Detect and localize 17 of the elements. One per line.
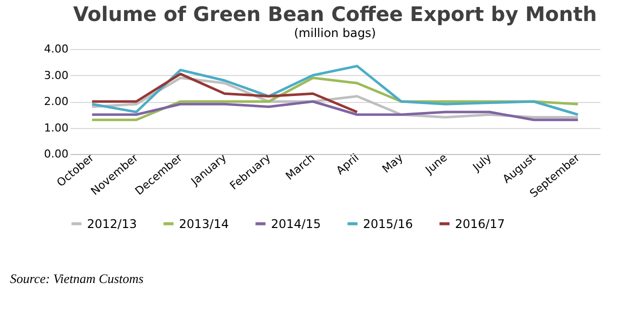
line-series: [90, 100, 580, 122]
y-tick-label: 2.00: [44, 95, 68, 108]
x-tick-label: May: [380, 150, 406, 176]
source-note: Source: Vietnam Customs: [10, 271, 144, 286]
legend-label: 2012/13: [87, 216, 137, 231]
legend-label: 2015/16: [363, 216, 413, 231]
y-tick-label: 4.00: [44, 42, 68, 56]
legend-label: 2016/17: [455, 216, 505, 231]
line-series: [90, 72, 358, 114]
chart-title: Volume of Green Bean Coffee Export by Month: [73, 2, 597, 26]
chart-subtitle: (million bags): [294, 26, 376, 40]
line-series: [90, 64, 580, 116]
x-tick-label: July: [470, 150, 494, 174]
legend-label: 2014/15: [271, 216, 321, 231]
y-tick-label: 3.00: [44, 68, 68, 82]
y-tick-label: 1.00: [44, 121, 68, 134]
legend-label: 2013/14: [179, 216, 229, 231]
